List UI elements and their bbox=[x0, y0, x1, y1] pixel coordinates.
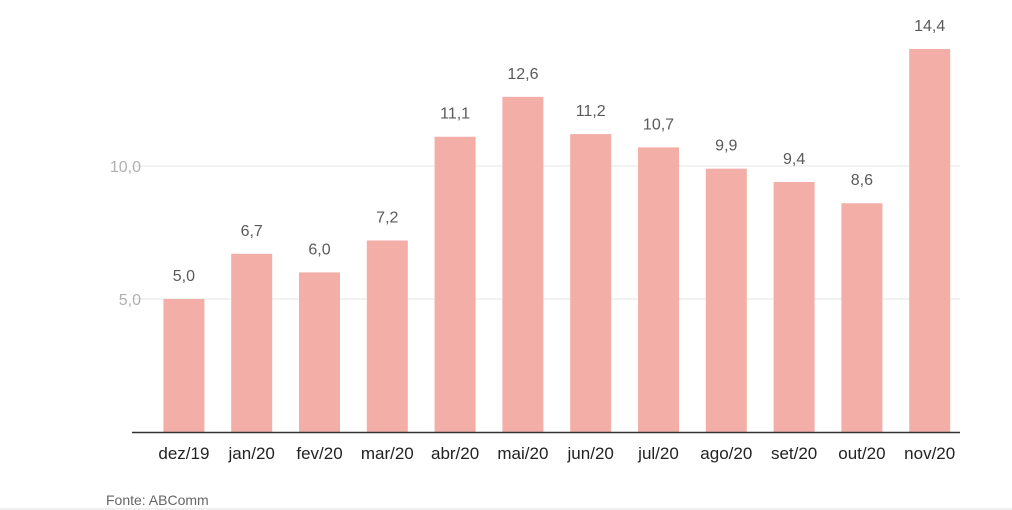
x-tick-label: jun/20 bbox=[567, 444, 614, 463]
bar bbox=[231, 253, 273, 432]
bar bbox=[705, 168, 747, 432]
value-label: 8,6 bbox=[851, 172, 873, 189]
bar bbox=[773, 181, 815, 432]
bar bbox=[502, 96, 544, 432]
source-note: Fonte: ABComm bbox=[106, 492, 209, 508]
bar bbox=[909, 48, 951, 433]
value-label: 12,6 bbox=[507, 66, 538, 83]
y-tick-label: 5,0 bbox=[119, 292, 141, 309]
bar bbox=[638, 147, 679, 432]
x-tick-label: set/20 bbox=[771, 444, 817, 463]
value-label: 6,0 bbox=[308, 241, 330, 258]
x-tick-label: jan/20 bbox=[228, 444, 275, 463]
bar bbox=[570, 134, 612, 432]
x-tick-label: mar/20 bbox=[361, 444, 414, 463]
value-label: 10,7 bbox=[643, 116, 674, 133]
x-tick-label: mai/20 bbox=[497, 444, 548, 463]
x-tick-label: nov/20 bbox=[904, 444, 955, 463]
x-axis-ticks: dez/19 jan/20 fev/20 mar/20 abr/20 mai/20 jun/… bbox=[158, 444, 955, 463]
value-label: 11,1 bbox=[440, 106, 470, 123]
value-labels: 5,0 6,7 6,0 7,2 11,1 12,6 11,2 10,7 9,9 9,4 8,6 14,… bbox=[173, 18, 946, 285]
value-label: 5,0 bbox=[173, 268, 195, 285]
bar bbox=[299, 272, 340, 432]
x-tick-label: abr/20 bbox=[431, 444, 479, 463]
bar bbox=[841, 203, 883, 432]
value-label: 6,7 bbox=[241, 223, 263, 240]
value-label: 14,4 bbox=[914, 18, 945, 35]
y-tick-label: 10,0 bbox=[110, 159, 141, 176]
x-tick-label: fev/20 bbox=[296, 444, 342, 463]
bars bbox=[163, 48, 951, 433]
value-label: 9,9 bbox=[715, 138, 737, 155]
x-tick-label: jul/20 bbox=[637, 444, 679, 463]
x-tick-label: ago/20 bbox=[700, 444, 752, 463]
bottom-divider bbox=[0, 508, 1012, 510]
x-tick-label: out/20 bbox=[838, 444, 885, 463]
x-tick-label: dez/19 bbox=[158, 444, 209, 463]
value-label: 7,2 bbox=[376, 209, 398, 226]
value-label: 11,2 bbox=[576, 103, 606, 120]
value-label: 9,4 bbox=[783, 151, 805, 168]
bar bbox=[366, 240, 408, 432]
bar bbox=[434, 136, 476, 433]
bar bbox=[163, 299, 205, 432]
y-axis-ticks: 5,0 10,0 bbox=[110, 159, 141, 309]
